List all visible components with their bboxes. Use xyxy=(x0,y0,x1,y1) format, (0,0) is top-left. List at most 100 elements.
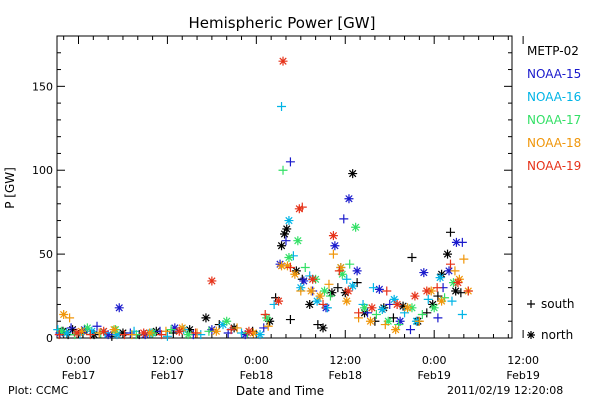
south-plus-point xyxy=(297,202,307,212)
x-tick-time-label: 12:00 xyxy=(329,354,361,367)
south-plus-point xyxy=(417,310,427,320)
south-plus-point xyxy=(414,316,424,326)
x-tick-date-label: Feb18 xyxy=(240,369,273,382)
north-star-point xyxy=(201,313,211,323)
north-star-point xyxy=(348,281,358,291)
south-plus-point xyxy=(285,263,295,273)
y-tick-label: 150 xyxy=(32,80,53,93)
north-star-point xyxy=(282,224,292,234)
legend-series-noaa-18: NOAA-18 xyxy=(527,136,581,150)
north-star-point xyxy=(422,286,432,296)
y-tick-label: 100 xyxy=(32,164,53,177)
x-tick-date-label: Feb17 xyxy=(151,369,184,382)
north-star-point xyxy=(318,323,328,333)
x-tick-date-label: Feb19 xyxy=(417,369,450,382)
south-plus-point xyxy=(277,101,287,111)
south-plus-point xyxy=(400,308,410,318)
y-tick-label: 0 xyxy=(46,332,53,345)
x-tick-date-label: Feb17 xyxy=(62,369,95,382)
north-star-point xyxy=(284,216,294,226)
south-plus-point xyxy=(119,330,129,340)
south-plus-point xyxy=(324,279,334,289)
north-star-point xyxy=(337,269,347,279)
north-star-point xyxy=(428,299,438,309)
south-plus-point xyxy=(334,266,344,276)
north-star-point xyxy=(280,229,289,239)
north-star-point xyxy=(360,303,370,313)
north-star-point xyxy=(278,56,288,66)
north-star-point xyxy=(240,330,250,340)
north-star-point xyxy=(103,330,113,340)
north-star-point xyxy=(453,278,463,288)
south-plus-point xyxy=(260,310,270,320)
north-star-point xyxy=(419,268,429,278)
north-star-point xyxy=(435,273,445,283)
south-plus-point xyxy=(54,330,64,340)
south-plus-point xyxy=(259,323,269,333)
series-noaa-17 xyxy=(56,165,458,340)
north-star-point xyxy=(99,326,109,336)
south-plus-point xyxy=(263,321,273,331)
north-star-point xyxy=(248,328,258,338)
marker-legend-label: north xyxy=(541,328,573,342)
series-noaa-15 xyxy=(55,157,467,340)
south-plus-point xyxy=(405,325,415,335)
south-plus-point xyxy=(162,331,172,341)
south-plus-point xyxy=(433,291,443,301)
north-star-point xyxy=(291,266,301,276)
south-plus-point xyxy=(156,330,166,340)
north-star-point xyxy=(56,326,66,336)
x-tick-time-label: 0:00 xyxy=(244,354,269,367)
south-plus-point xyxy=(339,214,349,224)
north-star-point xyxy=(410,291,420,301)
north-star-point xyxy=(348,169,358,179)
south-plus-point xyxy=(354,308,364,318)
north-star-point xyxy=(343,286,353,296)
south-plus-point xyxy=(394,320,404,330)
legend-series-noaa-17: NOAA-17 xyxy=(527,113,581,127)
south-plus-point xyxy=(445,259,455,269)
north-star-point xyxy=(262,313,272,323)
south-plus-point xyxy=(422,308,432,318)
north-star-point xyxy=(398,301,408,311)
south-plus-point xyxy=(232,323,242,333)
south-plus-point xyxy=(342,274,352,284)
north-star-point xyxy=(308,274,318,284)
south-plus-point xyxy=(296,286,306,296)
north-star-point xyxy=(340,288,350,298)
north-star-point xyxy=(293,236,303,246)
marker-legend-star xyxy=(527,331,535,339)
south-plus-point xyxy=(345,259,355,269)
north-star-point xyxy=(443,249,453,259)
south-plus-point xyxy=(380,320,390,330)
north-star-point xyxy=(429,303,439,313)
north-star-point xyxy=(207,325,217,335)
north-star-point xyxy=(284,252,294,262)
y-tick-label: 50 xyxy=(39,248,53,261)
south-plus-point xyxy=(92,321,102,331)
north-star-point xyxy=(299,276,309,286)
data-marks xyxy=(53,56,473,341)
north-star-point xyxy=(377,304,387,314)
south-plus-point xyxy=(66,323,76,333)
legend-series-noaa-15: NOAA-15 xyxy=(527,67,581,81)
south-plus-point xyxy=(432,283,442,293)
south-plus-point xyxy=(423,294,433,304)
south-plus-point xyxy=(166,325,176,335)
north-star-point xyxy=(109,325,119,335)
north-star-point xyxy=(72,328,82,338)
north-star-point xyxy=(222,316,232,326)
south-plus-point xyxy=(300,263,310,273)
north-star-point xyxy=(185,325,195,335)
south-plus-point xyxy=(281,236,291,246)
north-star-point xyxy=(305,299,315,309)
south-plus-point xyxy=(318,299,328,309)
south-plus-point xyxy=(362,308,372,318)
south-plus-point xyxy=(125,328,135,338)
chart-title: Hemispheric Power [GW] xyxy=(189,14,376,32)
south-plus-point xyxy=(53,325,63,335)
south-plus-point xyxy=(191,328,201,338)
north-star-point xyxy=(207,276,217,286)
north-star-point xyxy=(351,222,361,232)
